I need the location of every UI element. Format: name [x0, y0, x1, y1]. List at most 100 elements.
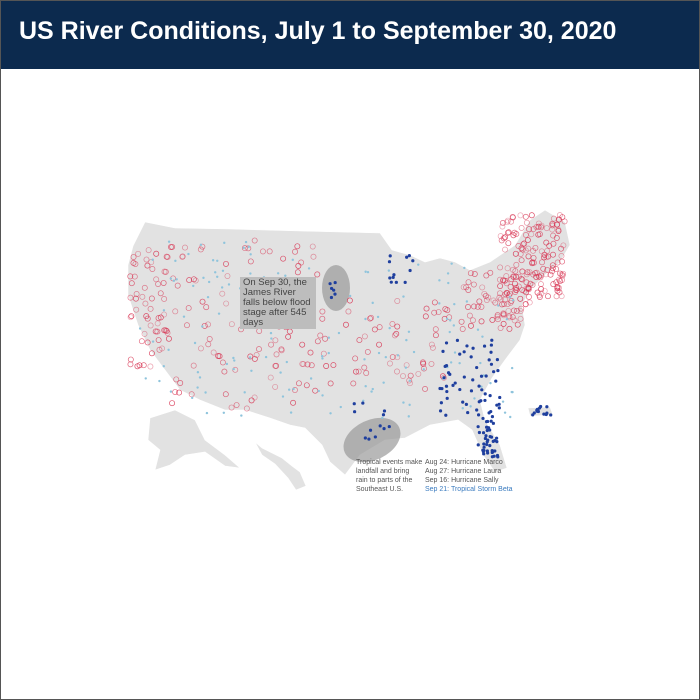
gauge-below-normal — [485, 428, 489, 433]
gauge-normal — [364, 317, 367, 321]
gauge-above-normal — [422, 385, 428, 392]
gauge-above-normal — [497, 264, 504, 271]
gauge-normal — [363, 358, 366, 361]
gauge-above-normal — [526, 299, 533, 306]
gauge-above-normal — [518, 245, 525, 252]
gauge-below-normal — [441, 349, 445, 353]
gauge-above-normal — [147, 363, 154, 370]
gauge-normal — [480, 385, 483, 388]
gauge-above-normal — [511, 317, 518, 324]
gauge-normal — [193, 341, 197, 345]
gauge-normal — [482, 374, 485, 377]
gauge-above-normal — [243, 405, 250, 412]
gauge-above-normal — [345, 308, 352, 315]
gauge-above-normal — [219, 290, 226, 297]
gauge-normal — [489, 381, 492, 385]
gauge-normal — [269, 331, 273, 335]
gauge-above-normal — [160, 280, 167, 286]
gauge-above-normal — [550, 240, 557, 247]
gauge-normal — [412, 350, 416, 354]
gauge-normal — [221, 269, 225, 272]
gauge-below-normal — [466, 410, 470, 415]
tropical-line: landfall and bring — [356, 468, 410, 475]
gauge-above-normal — [556, 289, 563, 296]
gauge-above-normal — [559, 258, 566, 265]
gauge-above-normal — [497, 233, 504, 240]
gauge-above-normal — [512, 280, 518, 287]
gauge-below-normal — [489, 343, 493, 347]
gauge-below-normal — [484, 420, 489, 424]
gauge-below-normal — [489, 362, 494, 366]
gauge-below-normal — [453, 381, 457, 385]
gauge-below-normal — [367, 437, 371, 441]
gauge-above-normal — [292, 248, 298, 255]
gauge-above-normal — [192, 277, 199, 284]
gauge-above-normal — [489, 316, 496, 323]
gauge-below-normal — [482, 344, 487, 348]
gauge-above-normal — [131, 273, 138, 280]
gauge-normal — [452, 324, 456, 327]
gauge-normal — [169, 277, 172, 280]
gauge-above-normal — [497, 325, 504, 331]
tropical-line: Southeast U.S. — [356, 486, 404, 493]
gauge-above-normal — [141, 284, 148, 291]
gauge-above-normal — [543, 254, 550, 261]
gauge-below-normal — [329, 286, 334, 291]
gauge-normal — [201, 325, 204, 328]
gauge-above-normal — [190, 276, 197, 283]
gauge-above-normal — [299, 360, 306, 367]
gauge-above-normal — [503, 273, 510, 280]
gauge-above-normal — [267, 374, 274, 381]
gauge-below-normal — [488, 428, 492, 432]
gauge-below-normal — [495, 440, 499, 444]
gauge-below-normal — [442, 376, 446, 380]
gauge-normal — [404, 366, 408, 369]
gauge-above-normal — [428, 341, 435, 348]
gauge-above-normal — [525, 285, 532, 292]
gauge-normal — [289, 411, 293, 414]
gauge-above-normal — [155, 315, 162, 322]
gauge-above-normal — [536, 294, 543, 300]
gauge-above-normal — [499, 223, 506, 230]
tropical-line: rain to parts of the — [356, 477, 413, 484]
gauge-below-normal — [439, 401, 443, 405]
gauge-below-normal — [491, 421, 495, 425]
gauge-above-normal — [505, 240, 512, 247]
gauge-below-normal — [455, 338, 460, 342]
gauge-below-normal — [498, 395, 502, 400]
gauge-normal — [364, 270, 367, 273]
gauge-above-normal — [513, 261, 520, 268]
gauge-above-normal — [376, 324, 383, 331]
gauge-above-normal — [221, 368, 228, 375]
gauge-above-normal — [517, 295, 524, 302]
gauge-above-normal — [487, 269, 494, 276]
gauge-above-normal — [515, 273, 522, 280]
gauge-normal — [465, 300, 469, 303]
gauge-normal — [408, 379, 412, 382]
gauge-above-normal — [560, 270, 567, 277]
gauge-normal — [458, 361, 461, 365]
gauge-normal — [309, 377, 313, 380]
gauge-above-normal — [285, 333, 292, 340]
gauge-above-normal — [469, 317, 476, 324]
gauge-normal — [281, 395, 285, 398]
gauge-above-normal — [431, 299, 438, 306]
gauge-above-normal — [553, 235, 560, 241]
gauge-normal — [187, 252, 190, 256]
gauge-above-normal — [549, 265, 556, 272]
gauge-above-normal — [517, 212, 524, 219]
gauge-above-normal — [197, 246, 204, 253]
gauge-above-normal — [522, 232, 529, 238]
gauge-above-normal — [155, 281, 161, 287]
gauge-below-normal — [464, 402, 468, 407]
gauge-above-normal — [400, 373, 406, 379]
gauge-above-normal — [248, 397, 255, 404]
gauge-above-normal — [223, 300, 230, 307]
gauge-above-normal — [169, 243, 176, 250]
gauge-normal — [448, 319, 452, 322]
gauge-normal — [453, 351, 457, 354]
gauge-above-normal — [197, 345, 204, 352]
gauge-above-normal — [478, 318, 485, 325]
gauge-above-normal — [292, 387, 298, 393]
gauge-above-normal — [309, 243, 316, 250]
